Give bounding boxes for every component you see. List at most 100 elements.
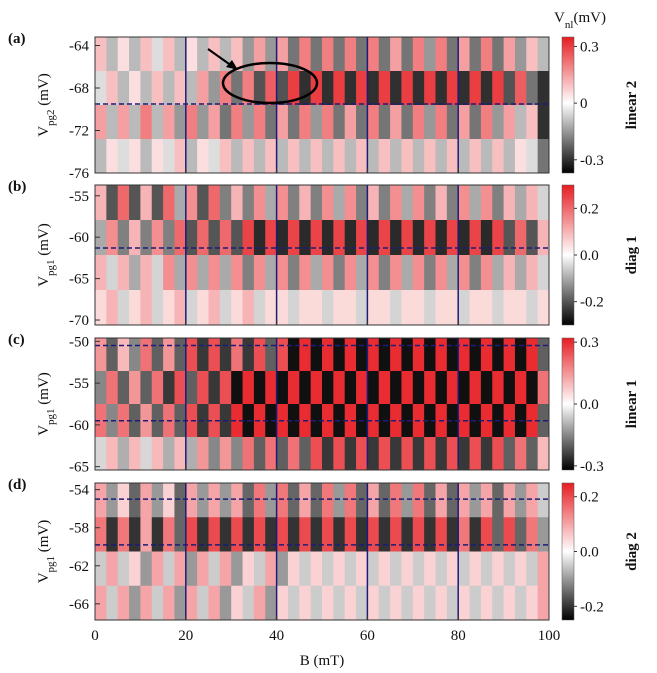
heat-cell (412, 255, 425, 291)
x-tick-label: 40 (269, 628, 284, 644)
panel-label: (b) (8, 179, 26, 195)
heat-cell (526, 290, 539, 326)
heat-cell (129, 290, 141, 326)
heat-cell (446, 585, 459, 621)
heat-cell (208, 404, 221, 438)
heat-cell (344, 71, 357, 106)
heat-cell (469, 105, 482, 140)
heat-cell (276, 139, 289, 174)
heat-cell (401, 105, 414, 140)
heat-cell (95, 517, 107, 552)
heat-cell (333, 185, 346, 221)
heat-cell (197, 255, 209, 291)
heat-cell (356, 71, 368, 106)
heat-cell (219, 338, 232, 372)
colorbar-title-part: nl (565, 19, 574, 31)
heat-cell (458, 371, 471, 405)
heat-cell (117, 290, 130, 326)
heat-cell (469, 71, 482, 106)
heat-cell (208, 483, 221, 518)
heat-cell (458, 338, 471, 372)
heat-cell (117, 551, 130, 587)
heat-cell (367, 185, 380, 221)
plot-frame (94, 36, 550, 174)
heat-cell (163, 220, 175, 256)
heat-cell (333, 585, 346, 621)
heat-cell (231, 185, 244, 221)
heat-cell (367, 37, 380, 72)
heat-cell (287, 437, 300, 471)
heat-cell (424, 551, 436, 587)
heat-cell (492, 185, 505, 221)
heat-cell (435, 105, 448, 140)
heat-cell (322, 37, 334, 72)
heat-cell (276, 220, 289, 256)
heat-cell (242, 185, 255, 221)
heat-cell (401, 517, 414, 552)
heat-cell (276, 483, 289, 518)
heat-cell (424, 71, 436, 106)
heat-cell (276, 585, 289, 621)
plot-frame (94, 482, 550, 621)
heat-cell (344, 255, 357, 291)
heat-cell (106, 290, 119, 326)
heat-cell (401, 139, 414, 174)
heat-cell (514, 139, 527, 174)
heat-cell (140, 185, 153, 221)
heat-cell (310, 185, 323, 221)
heat-cell (299, 338, 312, 372)
heat-cell (537, 551, 550, 587)
heat-cell (435, 37, 448, 72)
heat-cell (424, 290, 436, 326)
y-label-part: V (36, 425, 52, 436)
heat-cell (95, 185, 107, 221)
heat-cell (140, 437, 153, 471)
heat-cell (151, 220, 164, 256)
heat-cell (117, 483, 130, 518)
heat-cell (197, 290, 209, 326)
heat-cell (310, 585, 323, 621)
heat-cell (231, 105, 244, 140)
heat-cell (514, 255, 527, 291)
heat-cell (242, 371, 255, 405)
heat-cell (378, 517, 391, 552)
heat-cell (469, 37, 482, 72)
heat-cell (435, 338, 448, 372)
heat-cell (356, 139, 368, 174)
heat-cell (458, 551, 471, 587)
heat-cell (503, 585, 516, 621)
heat-cell (378, 371, 391, 405)
heat-cell (174, 517, 187, 552)
heat-cell (151, 338, 164, 372)
x-tick-label: 100 (538, 628, 561, 644)
y-tick-label: -70 (69, 313, 89, 329)
heat-cell (310, 105, 323, 140)
heat-cell (219, 517, 232, 552)
heat-cell (140, 483, 153, 518)
heat-cell (197, 185, 209, 221)
y-tick-label: -72 (69, 124, 89, 140)
heat-cell (424, 185, 436, 221)
heat-cell (514, 338, 527, 372)
heat-cell (390, 517, 402, 552)
heat-cell (503, 71, 516, 106)
heat-cell (106, 71, 119, 106)
heat-cell (492, 551, 505, 587)
y-label-part: pg1 (45, 259, 57, 276)
heat-cell (185, 437, 198, 471)
heat-cell (208, 338, 221, 372)
y-tick-label: -55 (69, 376, 89, 392)
heat-cell (492, 37, 505, 72)
heat-cell (503, 185, 516, 221)
heat-cell (129, 483, 141, 518)
heat-cell (514, 551, 527, 587)
heat-cell (503, 371, 516, 405)
heat-cell (219, 139, 232, 174)
heat-cell (287, 551, 300, 587)
heat-cell (480, 139, 493, 174)
heat-cell (95, 255, 107, 291)
heat-cell (537, 483, 550, 518)
heat-cell (287, 483, 300, 518)
heat-cell (378, 338, 391, 372)
heat-cell (390, 71, 402, 106)
